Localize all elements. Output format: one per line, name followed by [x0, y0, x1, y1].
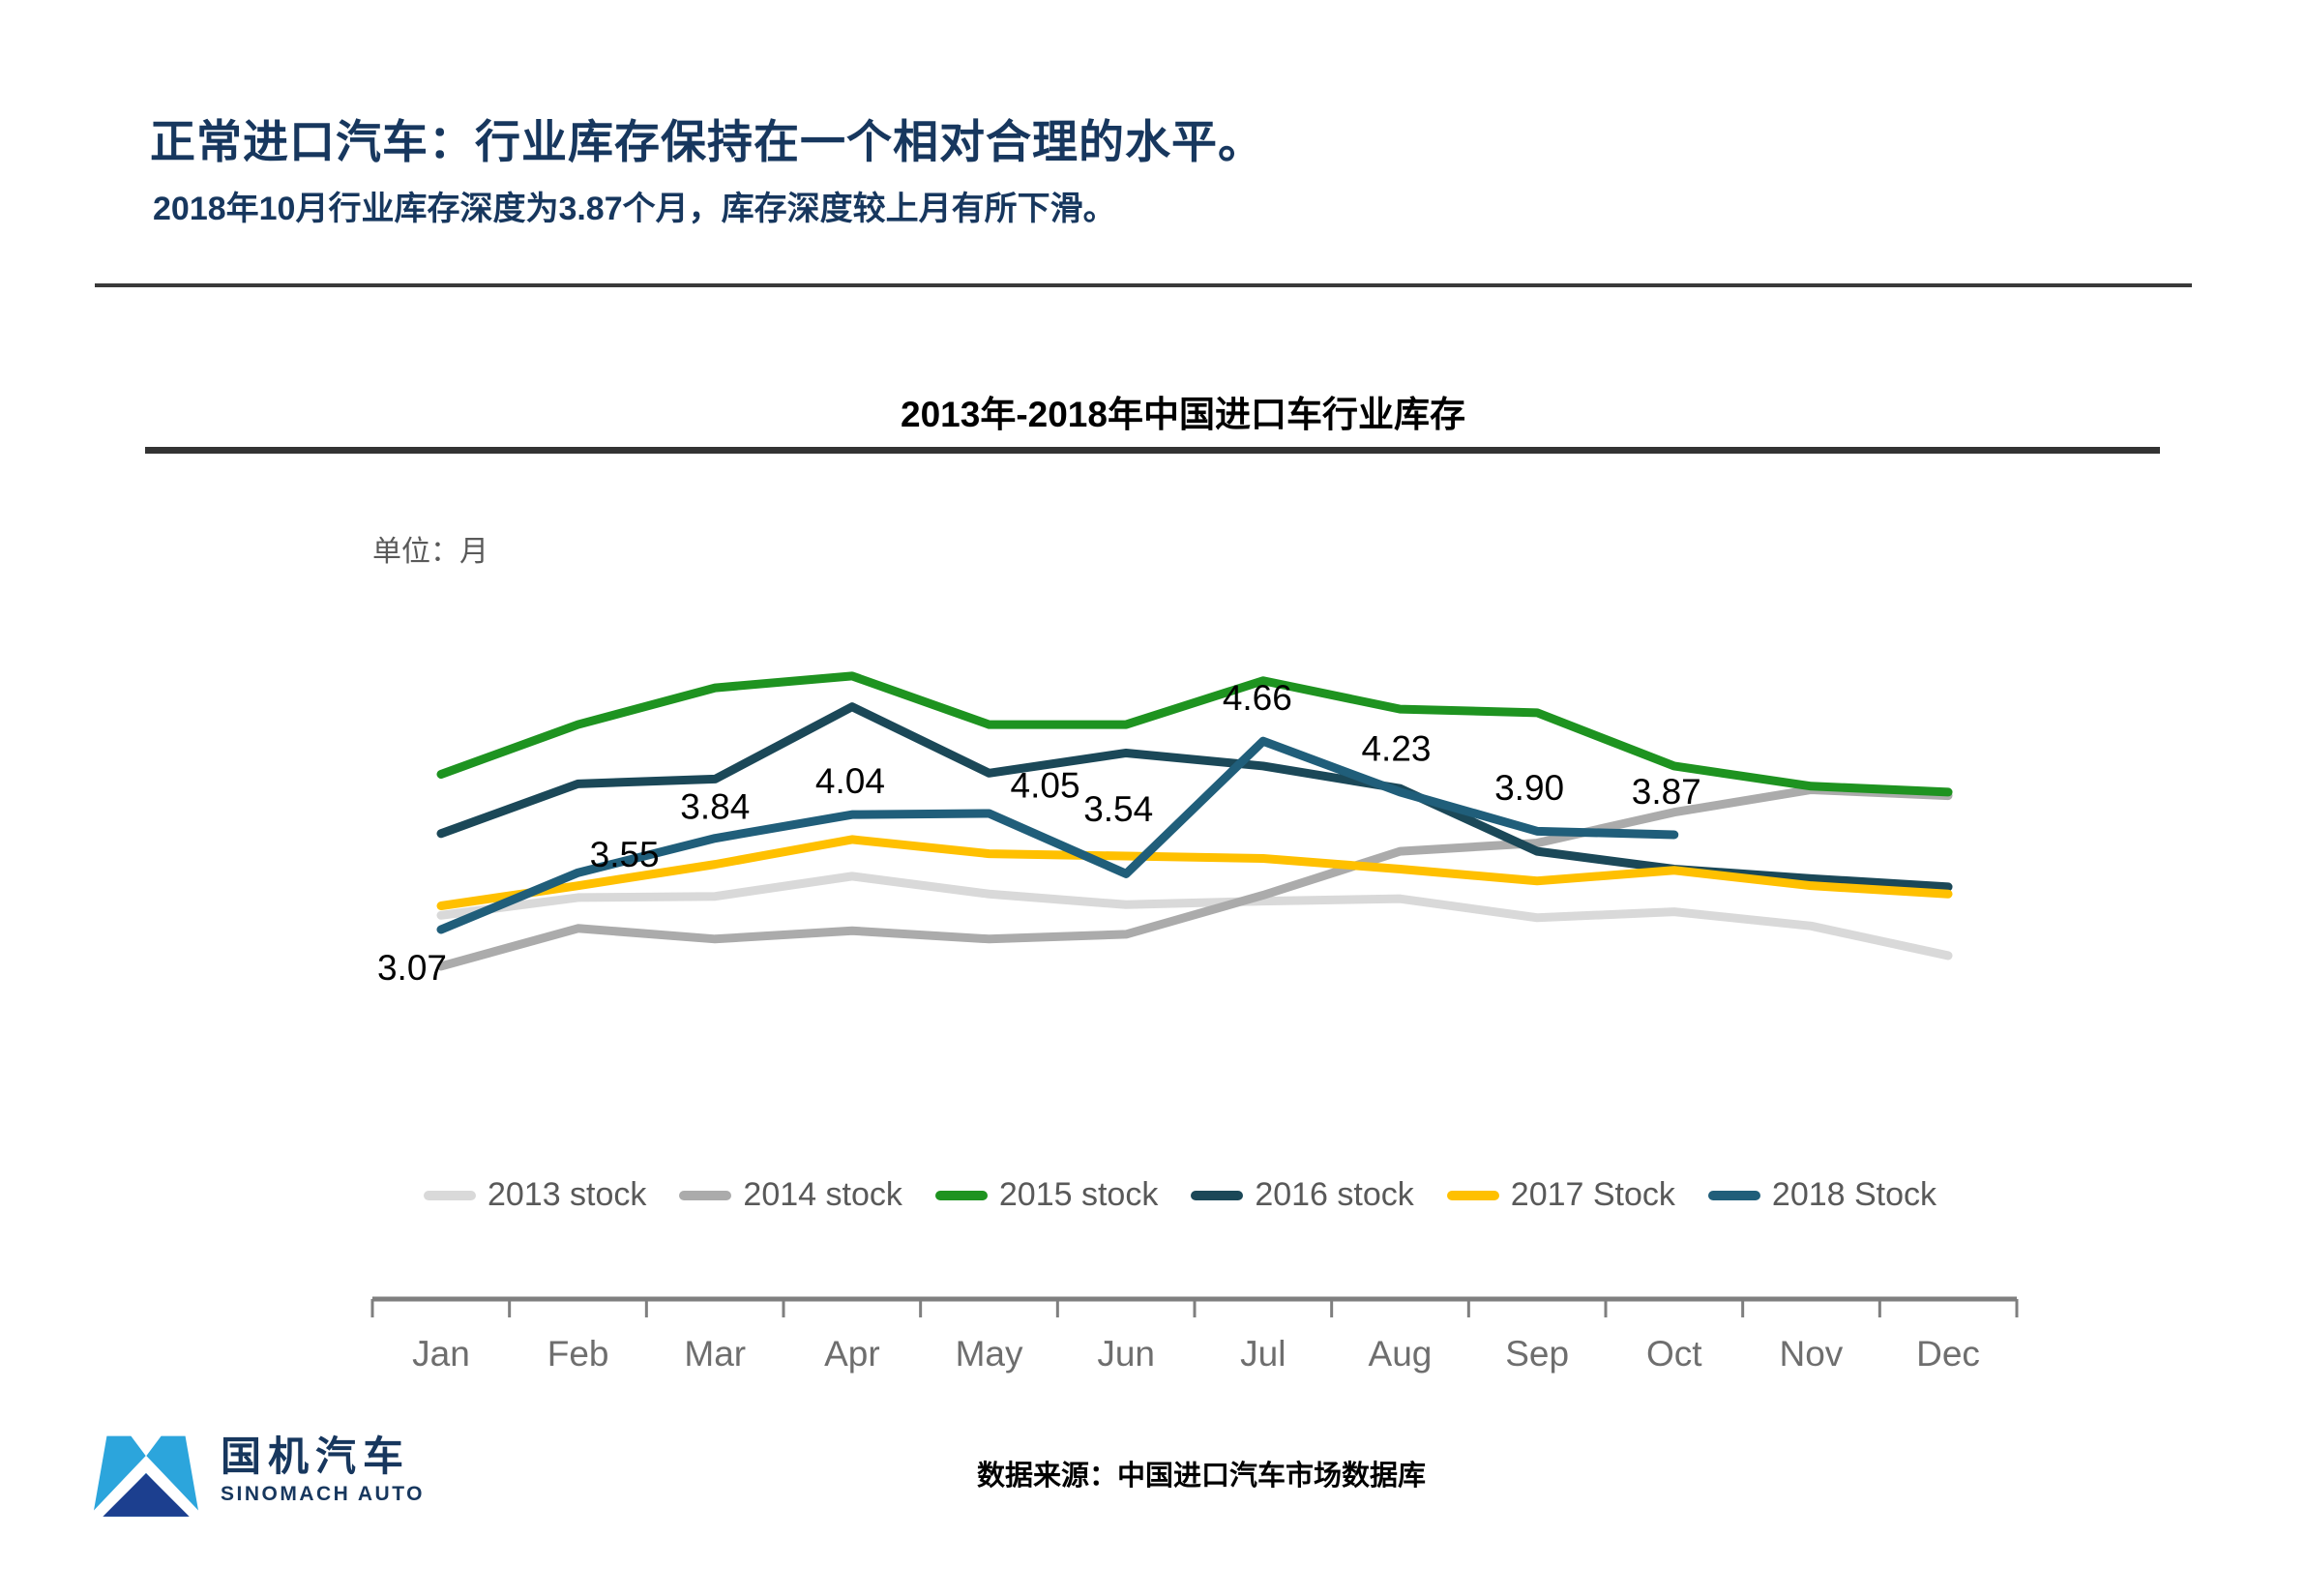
sinomach-logo-icon	[89, 1435, 203, 1521]
data-label-3.07: 3.07	[377, 948, 447, 988]
legend-swatch-2013-stock	[423, 1190, 476, 1200]
legend-swatch-2018-stock	[1707, 1190, 1760, 1200]
x-axis-label-oct: Oct	[1646, 1334, 1702, 1374]
legend-swatch-2016-stock	[1191, 1190, 1244, 1200]
page-title: 正常进口汽车：行业库存保持在一个相对合理的水平。	[150, 116, 1264, 167]
title-divider	[95, 283, 2192, 287]
legend-item-2018-stock: 2018 Stock	[1707, 1176, 1937, 1214]
chart-legend: 2013 stock 2014 stock 2015 stock 2016 stock…	[27, 1176, 2306, 1214]
data-label-4.04: 4.04	[815, 761, 885, 801]
legend-swatch-2014-stock	[679, 1190, 732, 1200]
data-label-3.87: 3.87	[1632, 772, 1701, 812]
logo-text-en: SINOMACH AUTO	[221, 1483, 425, 1506]
data-label-3.54: 3.54	[1083, 789, 1153, 829]
legend-swatch-2015-stock	[934, 1190, 988, 1200]
legend-label-2013-stock: 2013 stock	[487, 1176, 647, 1213]
data-label-3.84: 3.84	[680, 786, 750, 826]
x-axis-label-feb: Feb	[547, 1334, 609, 1374]
series-line-2015-stock	[436, 671, 1953, 797]
chart-title-divider	[145, 447, 2160, 454]
legend-label-2016-stock: 2016 stock	[1255, 1176, 1414, 1213]
x-axis-label-jan: Jan	[412, 1334, 470, 1374]
chart-title: 2013年-2018年中国进口车行业库存	[901, 395, 1465, 434]
series-line-2017-stock	[436, 835, 1953, 910]
data-label-4.66: 4.66	[1223, 678, 1292, 718]
page-subtitle: 2018年10月行业库存深度为3.87个月，库存深度较上月有所下滑。	[153, 191, 1116, 227]
legend-label-2017-stock: 2017 Stock	[1510, 1176, 1675, 1213]
logo-text-cn: 国机汽车	[221, 1433, 411, 1479]
legend-item-2013-stock: 2013 stock	[423, 1176, 647, 1214]
series-line-2018-stock	[436, 736, 1679, 934]
legend-label-2015-stock: 2015 stock	[998, 1176, 1159, 1213]
legend-label-2018-stock: 2018 Stock	[1771, 1176, 1937, 1213]
data-label-3.55: 3.55	[590, 835, 660, 874]
legend-label-2014-stock: 2014 stock	[743, 1176, 902, 1213]
x-axis-label-sep: Sep	[1505, 1334, 1569, 1374]
x-axis-label-aug: Aug	[1369, 1334, 1433, 1374]
x-axis-label-jun: Jun	[1097, 1334, 1155, 1374]
x-axis-label-nov: Nov	[1779, 1334, 1843, 1374]
series-line-2013-stock	[436, 872, 1953, 961]
data-label-3.90: 3.90	[1494, 768, 1564, 808]
data-label-4.23: 4.23	[1361, 729, 1431, 769]
data-source: 数据来源：中国进口汽车市场数据库	[976, 1461, 1426, 1492]
legend-swatch-2017-stock	[1446, 1190, 1499, 1200]
legend-item-2017-stock: 2017 Stock	[1446, 1176, 1675, 1214]
x-axis-label-mar: Mar	[684, 1334, 746, 1374]
x-axis-label-may: May	[956, 1334, 1023, 1374]
x-axis-label-jul: Jul	[1240, 1334, 1286, 1374]
legend-item-2016-stock: 2016 stock	[1191, 1176, 1414, 1214]
legend-item-2014-stock: 2014 stock	[679, 1176, 902, 1214]
data-label-4.05: 4.05	[1011, 766, 1080, 806]
legend-item-2015-stock: 2015 stock	[934, 1176, 1159, 1214]
x-axis-label-dec: Dec	[1916, 1334, 1980, 1374]
series-line-2014-stock	[436, 784, 1953, 971]
company-logo: 国机汽车 SINOMACH AUTO	[89, 1420, 425, 1521]
unit-label: 单位：月	[372, 536, 488, 568]
x-axis-label-apr: Apr	[824, 1334, 880, 1374]
